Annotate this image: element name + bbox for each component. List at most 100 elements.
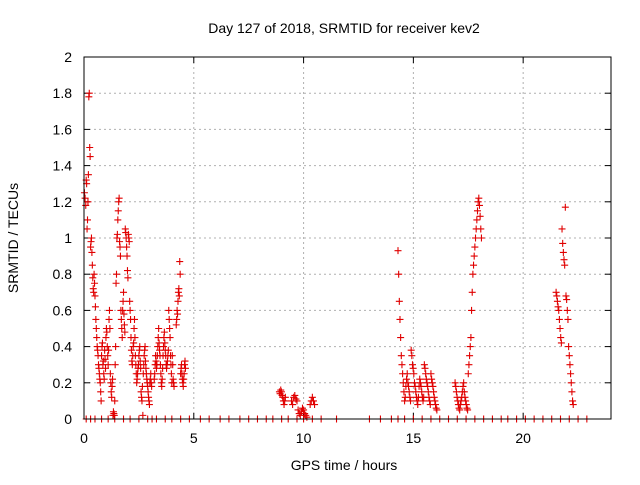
data-point [396, 315, 404, 323]
data-point [452, 382, 460, 390]
data-point [140, 361, 148, 369]
data-point [93, 334, 101, 342]
data-point [409, 364, 417, 372]
data-point [460, 379, 468, 387]
data-point [158, 382, 166, 390]
data-point [111, 361, 119, 369]
data-point [555, 306, 563, 314]
data-point [116, 243, 124, 251]
data-point [101, 355, 109, 363]
y-tick-label: 1.2 [53, 194, 73, 210]
data-point [395, 297, 403, 305]
data-point [119, 297, 127, 305]
data-point [176, 258, 184, 266]
data-point [112, 270, 120, 278]
data-point [562, 292, 570, 300]
data-point [157, 370, 165, 378]
data-point [168, 352, 176, 360]
data-point [466, 352, 474, 360]
data-point [114, 216, 122, 224]
data-point [81, 194, 89, 202]
data-point [408, 361, 416, 369]
data-point [114, 207, 122, 215]
data-point [473, 216, 481, 224]
data-point [175, 285, 183, 293]
y-tick-label: 0 [64, 411, 72, 427]
data-point [569, 397, 577, 405]
data-point [106, 325, 114, 332]
data-point [116, 252, 124, 260]
data-point [277, 386, 285, 394]
data-point [105, 346, 113, 354]
data-point [567, 379, 575, 387]
data-point [300, 406, 308, 414]
data-point [155, 325, 163, 332]
data-point [464, 370, 472, 378]
data-point [92, 315, 100, 323]
grid-lines [84, 57, 611, 419]
data-point [456, 406, 464, 414]
data-point [89, 274, 97, 282]
data-point [394, 247, 402, 255]
data-point [397, 334, 405, 342]
data-point [181, 364, 189, 372]
data-point [417, 382, 425, 390]
data-point [289, 401, 297, 409]
data-point [416, 379, 424, 387]
data-point [472, 234, 480, 242]
y-tick-label: 1.8 [53, 85, 73, 101]
data-point [412, 388, 420, 396]
data-point [433, 406, 441, 414]
data-point [88, 248, 96, 256]
y-tick-label: 0.6 [53, 302, 73, 318]
data-point [106, 370, 114, 378]
data-point [111, 397, 119, 405]
data-point [123, 243, 131, 251]
data-point [130, 325, 138, 332]
data-point [281, 397, 289, 405]
data-point [311, 401, 319, 409]
data-point [473, 207, 481, 215]
data-point [97, 397, 105, 405]
data-point [462, 401, 470, 409]
data-point [112, 343, 120, 351]
data-point [407, 346, 415, 354]
plot-frame [83, 56, 612, 420]
data-point [86, 144, 94, 151]
data-point [566, 361, 574, 369]
data-point [160, 328, 168, 336]
data-point [91, 292, 99, 300]
data-point [281, 393, 289, 401]
x-axis-title: GPS time / hours [291, 457, 398, 473]
data-point [309, 397, 317, 405]
data-point [430, 393, 438, 401]
data-point [180, 370, 188, 378]
data-point [563, 296, 571, 304]
data-point [91, 303, 99, 311]
data-point [559, 248, 567, 256]
data-point [102, 364, 110, 372]
data-point [428, 379, 436, 387]
data-point [127, 346, 135, 354]
data-point [124, 274, 132, 282]
data-point [148, 382, 156, 390]
data-point [452, 388, 460, 396]
data-point [165, 315, 173, 323]
data-point [464, 406, 472, 414]
data-point [567, 370, 575, 378]
data-point [126, 297, 134, 305]
data-point [120, 288, 128, 296]
data-point [555, 315, 563, 323]
data-point [107, 379, 115, 387]
data-point [410, 370, 418, 378]
data-point [173, 315, 181, 323]
data-point [405, 388, 413, 396]
data-point [554, 303, 562, 311]
data-point [459, 382, 467, 390]
data-point [84, 171, 92, 179]
data-point [410, 379, 418, 387]
data-point [85, 89, 93, 97]
data-point [568, 388, 576, 396]
data-point [158, 375, 166, 383]
